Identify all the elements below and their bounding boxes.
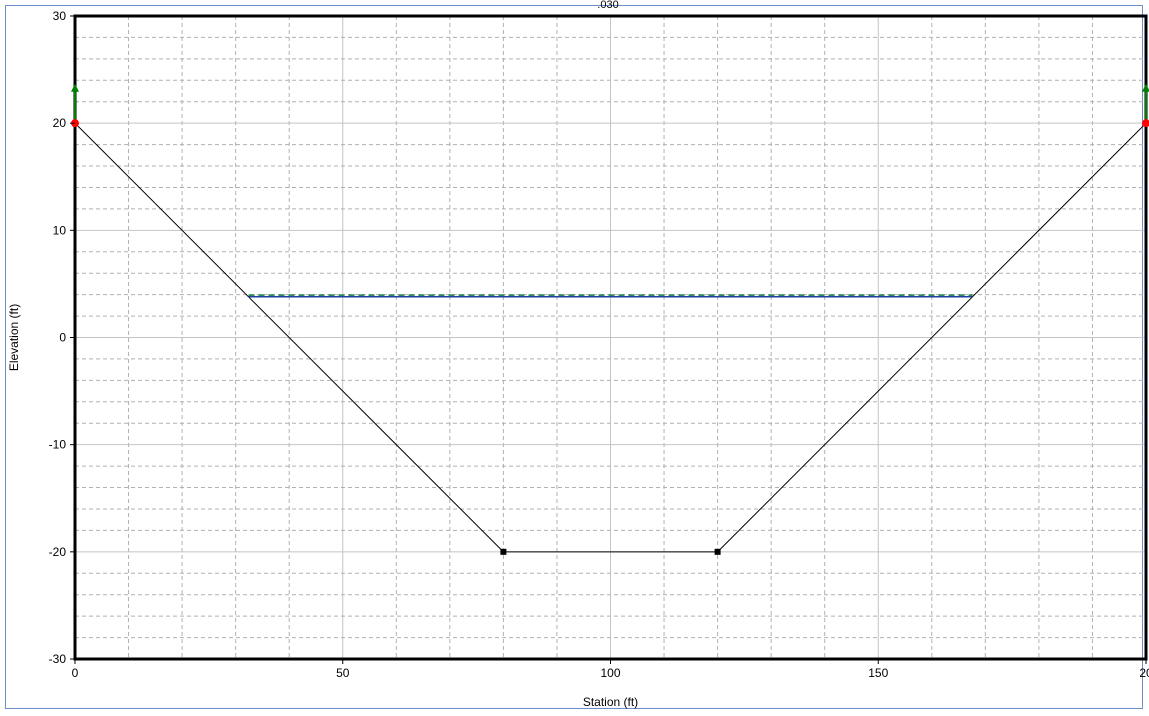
chart-frame — [5, 5, 1143, 709]
x-axis-label: Station (ft) — [583, 695, 638, 709]
y-tick-label: -20 — [49, 545, 67, 559]
ground-profile-line — [74, 122, 1147, 553]
top-label: .030 — [597, 0, 618, 11]
y-axis-label: Elevation (ft) — [7, 304, 21, 371]
grid-lines — [74, 15, 1147, 660]
ground-vertex-point — [714, 548, 721, 555]
levee-marker — [71, 83, 79, 92]
x-tick-label: 150 — [868, 666, 888, 680]
y-tick-label: 30 — [53, 9, 67, 23]
y-tick-label: -10 — [49, 438, 67, 452]
bank-station-marker — [1142, 119, 1149, 128]
tick-labels: 0 50 100 150 20 -30 -20 -10 0 10 20 30 — [49, 9, 1149, 680]
y-tick-label: 20 — [53, 116, 67, 130]
x-tick-label: 50 — [336, 666, 350, 680]
y-tick-label: 0 — [59, 331, 66, 345]
y-tick-label: 10 — [53, 223, 67, 237]
ground-vertex-point — [500, 548, 507, 555]
y-tick-label: -30 — [49, 652, 67, 666]
chart-marks — [71, 83, 1149, 555]
x-tick-label: 100 — [600, 666, 620, 680]
levee-marker — [1142, 83, 1149, 92]
x-tick-label: 0 — [72, 666, 79, 680]
x-tick-label: 20 — [1139, 666, 1149, 680]
